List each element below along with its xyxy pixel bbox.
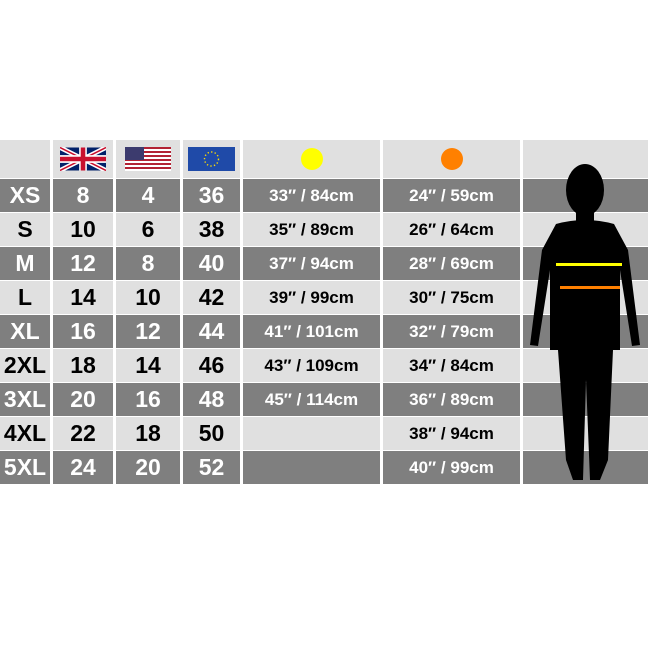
female-silhouette-icon: [530, 164, 640, 480]
chest-measure: 41″ / 101cm: [243, 315, 380, 348]
waist-measure: 38″ / 94cm: [383, 417, 520, 450]
size-chart-table: XS 8 4 36 33″ / 84cm 24″ / 59cm S 10 6 38 35″ / 89…: [0, 140, 650, 484]
uk-size: 14: [53, 281, 113, 314]
us-size: 14: [116, 349, 180, 382]
chest-dot-icon: [300, 148, 323, 170]
uk-size: 8: [53, 179, 113, 212]
waist-measure: 36″ / 89cm: [383, 383, 520, 416]
waist-measure: 40″ / 99cm: [383, 451, 520, 484]
us-size: 4: [116, 179, 180, 212]
us-size: 8: [116, 247, 180, 280]
size-label: 3XL: [0, 383, 50, 416]
waist-measure: 28″ / 69cm: [383, 247, 520, 280]
chest-measure: 43″ / 109cm: [243, 349, 380, 382]
eu-size: 40: [183, 247, 240, 280]
eu-size: 42: [183, 281, 240, 314]
size-label: XL: [0, 315, 50, 348]
waist-measure: 32″ / 79cm: [383, 315, 520, 348]
header-waist: [383, 140, 520, 178]
uk-size: 12: [53, 247, 113, 280]
uk-size: 18: [53, 349, 113, 382]
figure-cell: [523, 417, 648, 450]
uk-size: 10: [53, 213, 113, 246]
waist-measure: 30″ / 75cm: [383, 281, 520, 314]
us-flag-icon: [125, 147, 171, 171]
chest-measure: 35″ / 89cm: [243, 213, 380, 246]
header-size: [0, 140, 50, 178]
uk-size: 24: [53, 451, 113, 484]
chest-measure: [243, 417, 380, 450]
uk-flag-icon: [60, 147, 106, 171]
uk-size: 22: [53, 417, 113, 450]
waist-measure: 26″ / 64cm: [383, 213, 520, 246]
chest-measure: [243, 451, 380, 484]
eu-size: 44: [183, 315, 240, 348]
size-label: M: [0, 247, 50, 280]
eu-size: 50: [183, 417, 240, 450]
eu-size: 38: [183, 213, 240, 246]
eu-size: 46: [183, 349, 240, 382]
us-size: 20: [116, 451, 180, 484]
us-size: 16: [116, 383, 180, 416]
size-label: XS: [0, 179, 50, 212]
eu-size: 52: [183, 451, 240, 484]
chest-measure: 33″ / 84cm: [243, 179, 380, 212]
chest-measure: 37″ / 94cm: [243, 247, 380, 280]
figure-cell: [523, 451, 648, 484]
size-label: S: [0, 213, 50, 246]
waist-measure: 34″ / 84cm: [383, 349, 520, 382]
chest-measure: 45″ / 114cm: [243, 383, 380, 416]
us-size: 6: [116, 213, 180, 246]
header-eu: [183, 140, 240, 178]
us-size: 12: [116, 315, 180, 348]
size-label: 5XL: [0, 451, 50, 484]
size-label: L: [0, 281, 50, 314]
header-chest: [243, 140, 380, 178]
uk-size: 16: [53, 315, 113, 348]
eu-size: 36: [183, 179, 240, 212]
size-label: 4XL: [0, 417, 50, 450]
eu-flag-icon: [188, 147, 235, 171]
header-us: [116, 140, 180, 178]
eu-size: 48: [183, 383, 240, 416]
header-uk: [53, 140, 113, 178]
us-size: 18: [116, 417, 180, 450]
uk-size: 20: [53, 383, 113, 416]
waist-dot-icon: [440, 148, 463, 170]
chest-measure: 39″ / 99cm: [243, 281, 380, 314]
waist-measure: 24″ / 59cm: [383, 179, 520, 212]
us-size: 10: [116, 281, 180, 314]
size-label: 2XL: [0, 349, 50, 382]
